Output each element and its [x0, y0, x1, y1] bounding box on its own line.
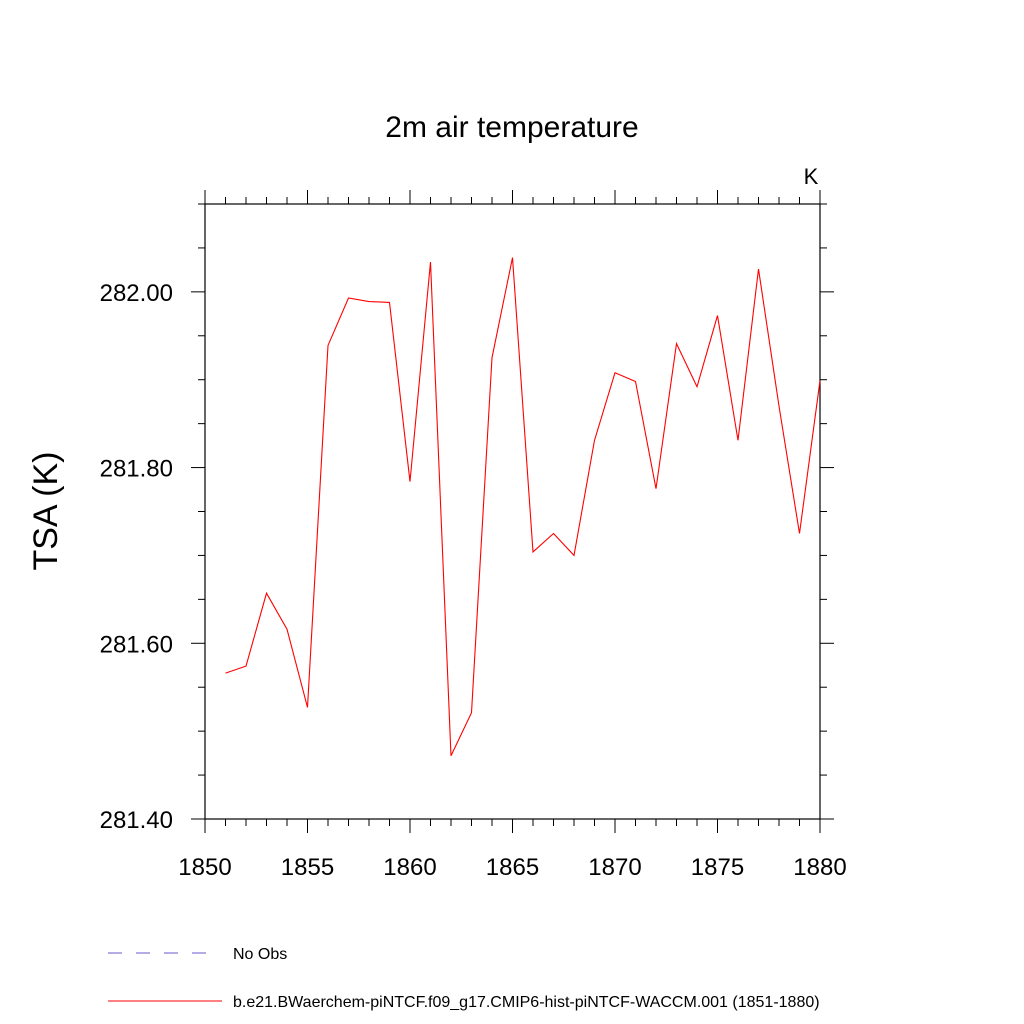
axis-ticks: 1850 1855 1860 1865 1870 1875 1880 281.40 281.60… [100, 190, 847, 881]
plot-frame [204, 203, 821, 820]
x-tick-label: 1855 [281, 854, 334, 881]
x-tick-label: 1875 [691, 854, 744, 881]
legend-label-no-obs: No Obs [233, 946, 287, 963]
x-tick-label: 1865 [486, 854, 539, 881]
x-tick-label: 1860 [383, 854, 436, 881]
y-tick-label: 282.00 [100, 280, 173, 307]
x-tick-label: 1880 [793, 854, 846, 881]
legend: No Obs b.e21.BWaerchem-piNTCF.f09_g17.CM… [108, 946, 820, 1011]
x-tick-label: 1870 [588, 854, 641, 881]
legend-label-model: b.e21.BWaerchem-piNTCF.f09_g17.CMIP6-his… [233, 994, 820, 1011]
series-layer [225, 257, 821, 756]
chart-title: 2m air temperature [385, 111, 638, 144]
y-tick-label: 281.60 [100, 631, 173, 658]
x-tick-label: 1850 [178, 854, 231, 881]
y-axis-label: TSA (K) [27, 451, 65, 570]
units-label: K [804, 164, 819, 189]
y-tick-label: 281.40 [100, 807, 173, 834]
y-tick-label: 281.80 [100, 456, 173, 483]
series-line-1 [225, 257, 821, 756]
